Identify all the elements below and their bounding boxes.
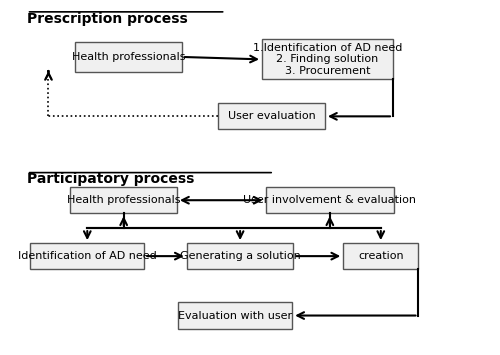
- FancyBboxPatch shape: [262, 39, 393, 80]
- FancyBboxPatch shape: [178, 302, 292, 329]
- Text: creation: creation: [358, 251, 404, 261]
- Text: Health professionals: Health professionals: [67, 195, 180, 205]
- Text: Identification of AD need: Identification of AD need: [18, 251, 156, 261]
- Text: User involvement & evaluation: User involvement & evaluation: [244, 195, 416, 205]
- FancyBboxPatch shape: [30, 243, 144, 269]
- FancyBboxPatch shape: [186, 243, 294, 269]
- Text: Health professionals: Health professionals: [72, 52, 186, 62]
- Text: Participatory process: Participatory process: [26, 172, 194, 186]
- Text: Generating a solution: Generating a solution: [180, 251, 300, 261]
- FancyBboxPatch shape: [218, 103, 325, 130]
- Text: Evaluation with user: Evaluation with user: [178, 311, 292, 321]
- FancyBboxPatch shape: [343, 243, 418, 269]
- FancyBboxPatch shape: [70, 187, 177, 213]
- Text: Prescription process: Prescription process: [26, 11, 188, 26]
- FancyBboxPatch shape: [75, 42, 182, 72]
- Text: User evaluation: User evaluation: [228, 111, 316, 121]
- FancyBboxPatch shape: [266, 187, 394, 213]
- Text: 1.Identification of AD need
2. Finding solution
3. Procurement: 1.Identification of AD need 2. Finding s…: [252, 43, 402, 76]
